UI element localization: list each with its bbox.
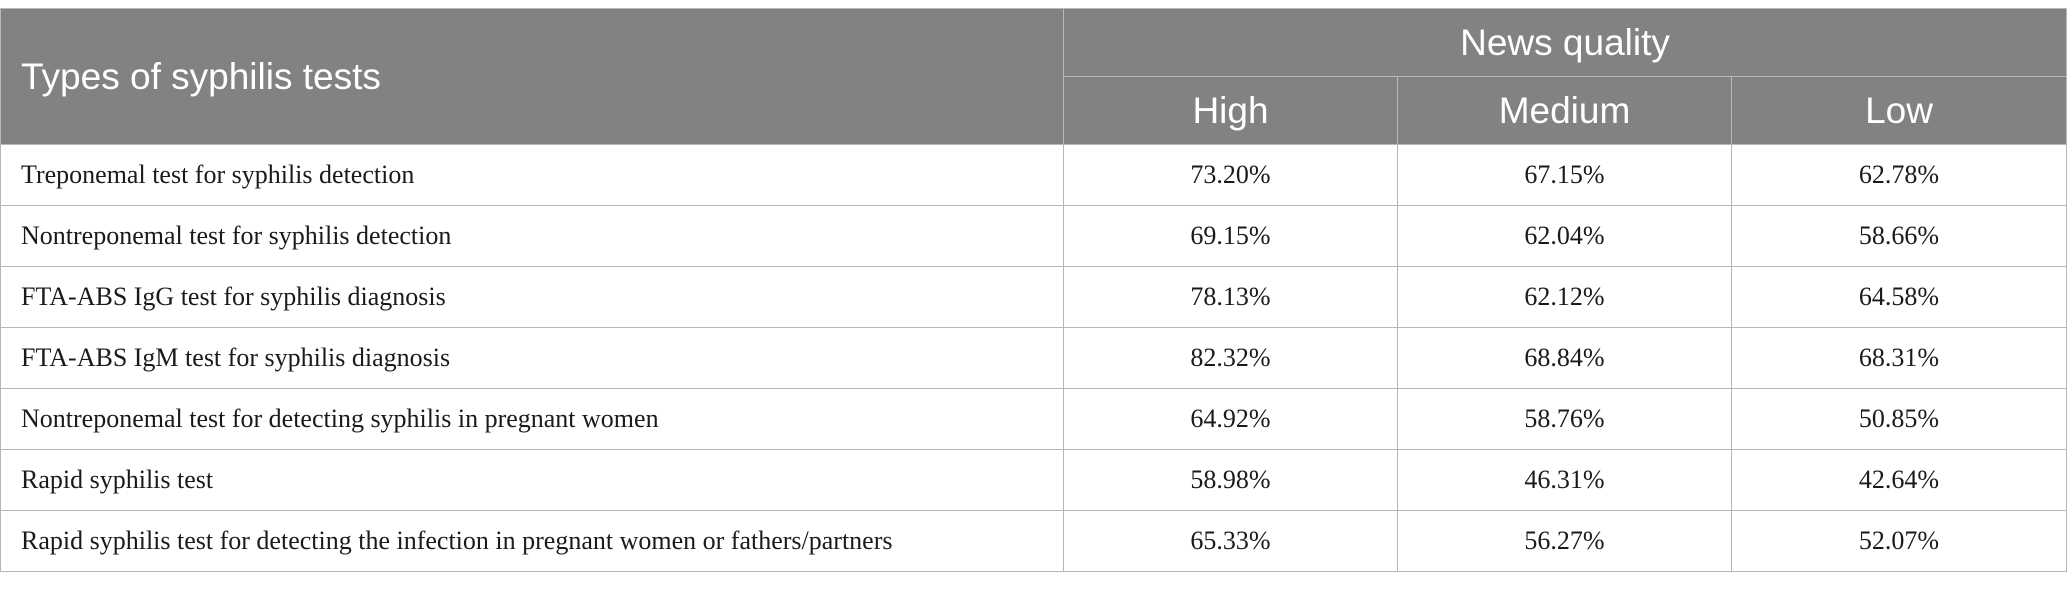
- cell-low: 52.07%: [1730, 510, 2067, 572]
- table-row: Rapid syphilis test for detecting the in…: [0, 510, 2067, 572]
- row-label: Nontreponemal test for syphilis detectio…: [0, 205, 1064, 267]
- cell-low: 62.78%: [1730, 144, 2067, 206]
- cell-high: 64.92%: [1063, 388, 1398, 450]
- column-header-high: High: [1063, 76, 1398, 145]
- table-row: Rapid syphilis test 58.98% 46.31% 42.64%: [0, 449, 2067, 511]
- header-row-top: Types of syphilis tests News quality: [0, 8, 2067, 145]
- header-row-sub: High Medium Low: [1, 76, 2067, 145]
- cell-low: 68.31%: [1730, 327, 2067, 389]
- table-row: Treponemal test for syphilis detection 7…: [0, 144, 2067, 206]
- cell-low: 58.66%: [1730, 205, 2067, 267]
- row-header-label: Types of syphilis tests: [0, 8, 1064, 145]
- row-label: FTA-ABS IgM test for syphilis diagnosis: [0, 327, 1064, 389]
- row-label: Rapid syphilis test for detecting the in…: [0, 510, 1064, 572]
- column-header-low: Low: [1730, 76, 2067, 145]
- row-label: Nontreponemal test for detecting syphili…: [0, 388, 1064, 450]
- cell-medium: 46.31%: [1397, 449, 1732, 511]
- table-body: Treponemal test for syphilis detection 7…: [0, 144, 2067, 572]
- cell-medium: 58.76%: [1397, 388, 1732, 450]
- cell-medium: 62.12%: [1397, 266, 1732, 328]
- cell-medium: 62.04%: [1397, 205, 1732, 267]
- column-group-header: News quality: [1062, 8, 2067, 77]
- cell-high: 65.33%: [1063, 510, 1398, 572]
- cell-low: 42.64%: [1730, 449, 2067, 511]
- table-row: Nontreponemal test for syphilis detectio…: [0, 205, 2067, 267]
- table-row: FTA-ABS IgG test for syphilis diagnosis …: [0, 266, 2067, 328]
- row-label: FTA-ABS IgG test for syphilis diagnosis: [0, 266, 1064, 328]
- table-header: Types of syphilis tests News quality Hig…: [0, 8, 2067, 145]
- cell-medium: 67.15%: [1397, 144, 1732, 206]
- row-label: Rapid syphilis test: [0, 449, 1064, 511]
- cell-medium: 68.84%: [1397, 327, 1732, 389]
- cell-high: 73.20%: [1063, 144, 1398, 206]
- cell-low: 64.58%: [1730, 266, 2067, 328]
- column-header-medium: Medium: [1397, 76, 1732, 145]
- cell-low: 50.85%: [1730, 388, 2067, 450]
- cell-medium: 56.27%: [1397, 510, 1732, 572]
- cell-high: 69.15%: [1063, 205, 1398, 267]
- cell-high: 58.98%: [1063, 449, 1398, 511]
- table-row: Nontreponemal test for detecting syphili…: [0, 388, 2067, 450]
- row-label: Treponemal test for syphilis detection: [0, 144, 1064, 206]
- table-row: FTA-ABS IgM test for syphilis diagnosis …: [0, 327, 2067, 389]
- syphilis-tests-table: Types of syphilis tests News quality Hig…: [0, 8, 2067, 572]
- cell-high: 82.32%: [1063, 327, 1398, 389]
- cell-high: 78.13%: [1063, 266, 1398, 328]
